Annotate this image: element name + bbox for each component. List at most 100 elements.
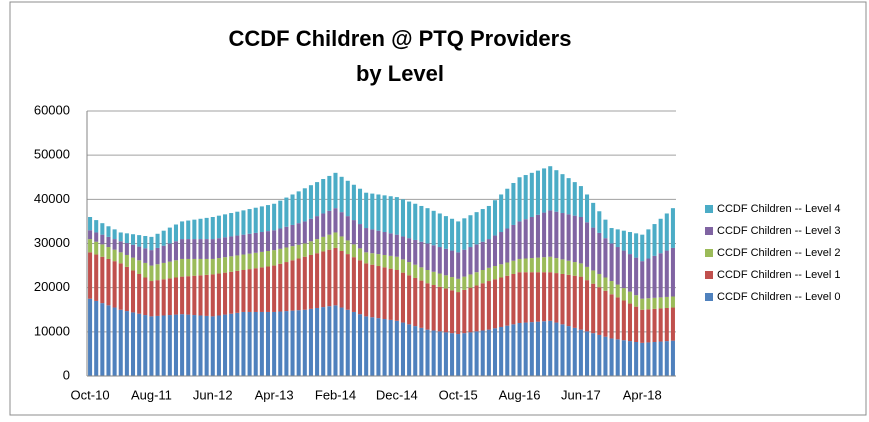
bar-segment	[407, 324, 412, 376]
bar-segment	[364, 192, 369, 229]
bar-segment	[578, 276, 583, 330]
bar-segment	[627, 254, 633, 292]
bar-segment	[327, 234, 332, 250]
bar-segment	[670, 307, 675, 341]
bar-segment	[308, 254, 313, 309]
bar-segment	[229, 256, 234, 272]
bar-segment	[425, 270, 430, 284]
bar-segment	[499, 194, 504, 233]
bar-segment	[204, 315, 209, 376]
bar-segment	[400, 259, 405, 273]
bar-segment	[186, 220, 191, 240]
bar-segment	[186, 239, 191, 259]
bar-segment	[100, 256, 105, 304]
bar-segment	[407, 238, 412, 263]
bar-segment	[272, 250, 277, 266]
bar-segment	[345, 309, 350, 376]
bar-segment	[180, 239, 185, 259]
bar-segment	[333, 232, 338, 248]
bar-segment	[511, 324, 516, 376]
bar-segment	[634, 295, 639, 307]
bar-segment	[149, 265, 154, 282]
bar-segment	[112, 307, 117, 376]
bar-segment	[124, 254, 129, 267]
bar-segment	[492, 235, 498, 267]
bar-segment	[339, 212, 344, 237]
bar-segment	[505, 262, 510, 276]
bar-segment	[370, 317, 375, 376]
bar-segment	[94, 220, 99, 233]
bar-segment	[173, 314, 178, 376]
bar-segment	[443, 275, 448, 289]
bar-segment	[462, 333, 467, 376]
bar-segment	[578, 263, 583, 277]
bar-segment	[609, 243, 614, 282]
bar-segment	[597, 232, 602, 274]
bar-segment	[272, 311, 277, 376]
bar-segment	[272, 203, 277, 231]
bar-segment	[351, 311, 356, 376]
legend-label: CCDF Children -- Level 2	[717, 247, 840, 259]
bar-segment	[167, 261, 172, 279]
bar-segment	[394, 270, 399, 321]
bar-segment	[431, 245, 436, 272]
bar-segment	[106, 236, 111, 248]
bar-segment	[308, 241, 313, 255]
bar-segment	[302, 309, 307, 376]
bar-segment	[358, 188, 363, 225]
bar-segment	[88, 298, 93, 376]
bar-segment	[167, 278, 172, 316]
bar-segment	[554, 258, 559, 274]
bar-segment	[161, 315, 166, 376]
bar-segment	[180, 221, 185, 240]
bar-segment	[634, 233, 639, 258]
bar-segment	[137, 273, 142, 314]
bar-segment	[511, 182, 516, 225]
bar-segment	[223, 237, 228, 258]
bar-segment	[560, 174, 565, 214]
bar-segment	[419, 327, 424, 376]
bar-segment	[566, 214, 571, 261]
bar-segment	[186, 258, 191, 277]
bar-segment	[351, 220, 356, 245]
y-tick-label: 20000	[34, 279, 70, 294]
bar-segment	[180, 314, 185, 376]
bar-segment	[327, 210, 332, 235]
bar-segment	[192, 219, 197, 240]
bar-segment	[425, 329, 430, 376]
bar-segment	[394, 197, 399, 235]
bar-segment	[499, 326, 504, 376]
bar-segment	[259, 232, 264, 252]
bar-segment	[315, 216, 320, 240]
bar-segment	[652, 255, 657, 298]
bar-segment	[180, 276, 185, 315]
bar-segment	[358, 314, 363, 376]
bar-segment	[241, 210, 246, 235]
bar-segment	[235, 255, 240, 271]
bar-segment	[88, 252, 93, 299]
bar-segment	[425, 283, 430, 330]
bar-segment	[413, 277, 418, 327]
bar-segment	[296, 244, 301, 259]
bar-segment	[646, 298, 651, 310]
bar-segment	[450, 277, 455, 291]
bar-segment	[382, 254, 387, 268]
bar-segment	[112, 229, 117, 240]
bar-segment	[376, 194, 381, 231]
bar-segment	[198, 239, 203, 259]
bar-segment	[597, 273, 602, 288]
bar-segment	[216, 238, 221, 259]
bar-segment	[296, 310, 301, 376]
bar-segment	[161, 262, 166, 280]
bar-segment	[413, 264, 418, 278]
bar-segment	[652, 341, 657, 376]
bar-segment	[370, 229, 375, 254]
bar-segment	[259, 251, 264, 268]
bar-segment	[572, 182, 577, 216]
bar-segment	[241, 254, 246, 270]
bar-segment	[130, 270, 136, 313]
bar-segment	[173, 241, 178, 261]
bar-segment	[597, 334, 602, 376]
bar-segment	[137, 313, 142, 376]
bar-segment	[670, 296, 675, 308]
